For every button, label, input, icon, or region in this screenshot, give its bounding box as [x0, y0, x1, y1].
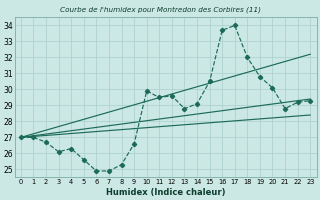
X-axis label: Humidex (Indice chaleur): Humidex (Indice chaleur) [106, 188, 225, 197]
Text: Courbe de l'humidex pour Montredon des Corbires (11): Courbe de l'humidex pour Montredon des C… [60, 6, 260, 13]
